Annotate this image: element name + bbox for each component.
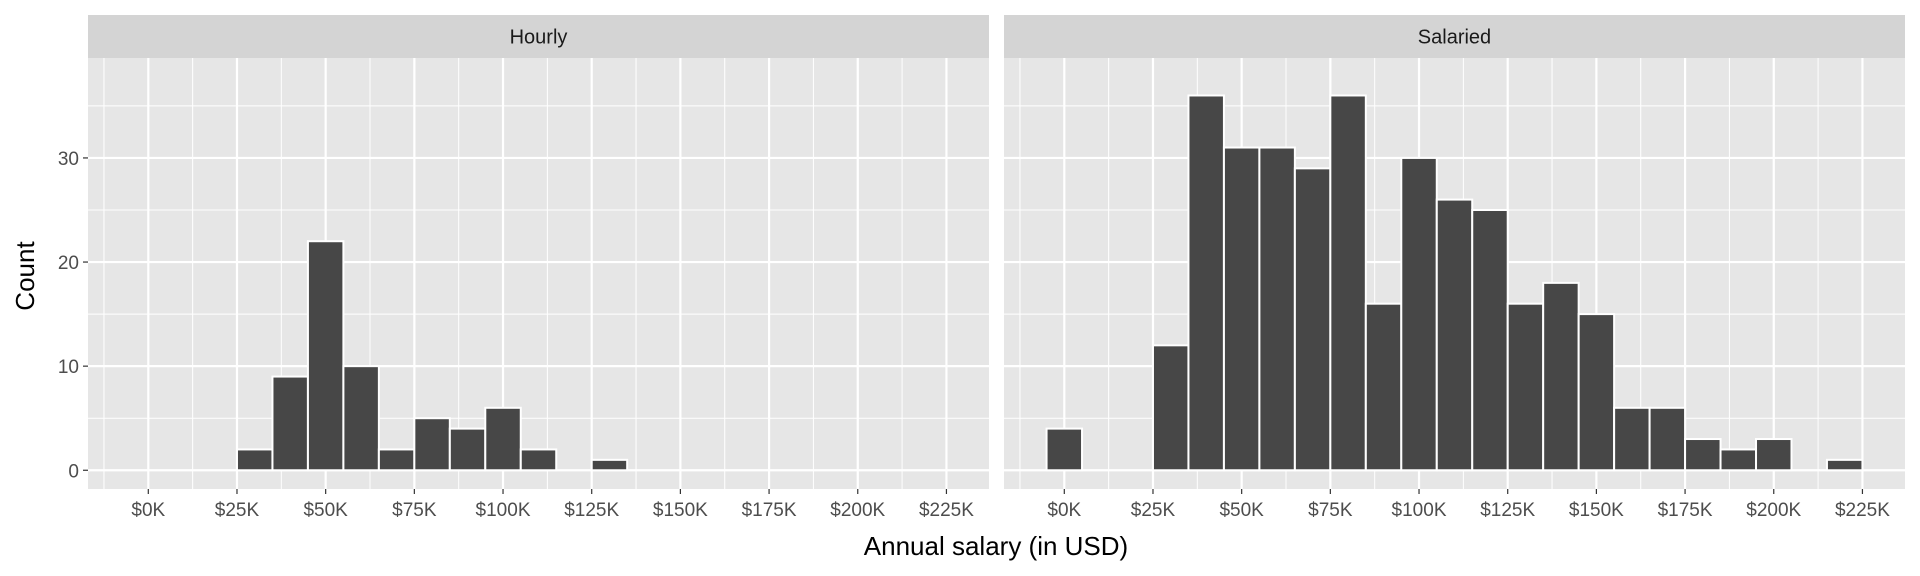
- x-tick-label: $50K: [303, 500, 348, 521]
- y-axis-ticks: 0 10 20 30: [58, 149, 88, 482]
- histogram-bar: [342, 365, 380, 472]
- histogram-bar: [1577, 313, 1616, 472]
- x-tick-label: $150K: [1569, 500, 1624, 521]
- histogram-bar: [1151, 344, 1190, 472]
- histogram-bar: [1684, 438, 1722, 472]
- histogram-bar: [448, 427, 487, 472]
- y-tick-label: 10: [58, 357, 79, 378]
- histogram-bar: [1755, 438, 1793, 472]
- histogram-bar: [1542, 281, 1580, 472]
- histogram-bar: [1222, 146, 1261, 472]
- panel-background: [88, 58, 989, 489]
- x-tick-label: $150K: [653, 500, 708, 521]
- histogram-bar: [1400, 156, 1438, 472]
- histogram-bar: [484, 406, 522, 472]
- x-tick-label: $175K: [742, 500, 797, 521]
- histogram-bar: [1045, 427, 1084, 472]
- facet-panels: Hourly $0K $25K $50K $75K $100K $125K $150K $175…: [88, 15, 1905, 521]
- x-tick-label: $75K: [392, 500, 437, 521]
- histogram-bar: [271, 375, 309, 472]
- x-tick-label: $100K: [476, 500, 531, 521]
- facet-strip: [1004, 15, 1905, 58]
- facet-panel-hourly: Hourly $0K $25K $50K $75K $100K $125K $150K $175…: [88, 15, 989, 521]
- x-tick-label: $0K: [1047, 500, 1081, 521]
- histogram-bar: [1613, 406, 1651, 472]
- histogram-bar: [413, 417, 451, 472]
- histogram-bar: [1364, 302, 1403, 472]
- x-tick-label: $200K: [1746, 500, 1801, 521]
- x-tick-label: $25K: [1131, 500, 1176, 521]
- histogram-bar: [1506, 302, 1545, 472]
- histogram-bar: [306, 240, 345, 472]
- facet-panel-salaried: Salaried $0K $25K $50K $75K $100K $125K $150K $1…: [1004, 15, 1905, 521]
- histogram-bar: [1825, 458, 1864, 472]
- histogram-bar: [377, 448, 416, 472]
- x-tick-label: $100K: [1392, 500, 1447, 521]
- histogram-bar: [1187, 94, 1225, 472]
- histogram-bar: [1471, 208, 1509, 472]
- facet-strip-label: Hourly: [510, 27, 568, 49]
- histogram-bar: [519, 448, 558, 472]
- facet-strip-label: Salaried: [1418, 27, 1491, 49]
- x-tick-label: $225K: [1835, 500, 1890, 521]
- histogram-bar: [235, 448, 274, 472]
- x-tick-label: $50K: [1219, 500, 1264, 521]
- x-tick-label: $125K: [1480, 500, 1535, 521]
- x-tick-label: $200K: [830, 500, 885, 521]
- histogram-bar: [1329, 94, 1367, 472]
- x-tick-label: $75K: [1308, 500, 1353, 521]
- histogram-bar: [1293, 167, 1332, 472]
- y-tick-label: 30: [58, 149, 79, 170]
- histogram-bar: [1648, 406, 1687, 472]
- x-tick-label: $25K: [215, 500, 260, 521]
- x-tick-label: $0K: [131, 500, 165, 521]
- y-axis-title: Count: [10, 241, 40, 311]
- histogram-bar: [1258, 146, 1296, 472]
- histogram-bar: [1719, 448, 1758, 472]
- facet-strip: [88, 15, 989, 58]
- y-axis-area: Count 0 10 20 30: [10, 149, 88, 482]
- histogram-bar: [1435, 198, 1474, 472]
- x-tick-label: $175K: [1658, 500, 1713, 521]
- x-tick-label: $225K: [919, 500, 974, 521]
- x-axis-title: Annual salary (in USD): [864, 531, 1128, 561]
- y-tick-label: 20: [58, 253, 79, 274]
- y-tick-label: 0: [68, 461, 79, 482]
- x-tick-label: $125K: [564, 500, 619, 521]
- histogram-bar: [590, 458, 629, 472]
